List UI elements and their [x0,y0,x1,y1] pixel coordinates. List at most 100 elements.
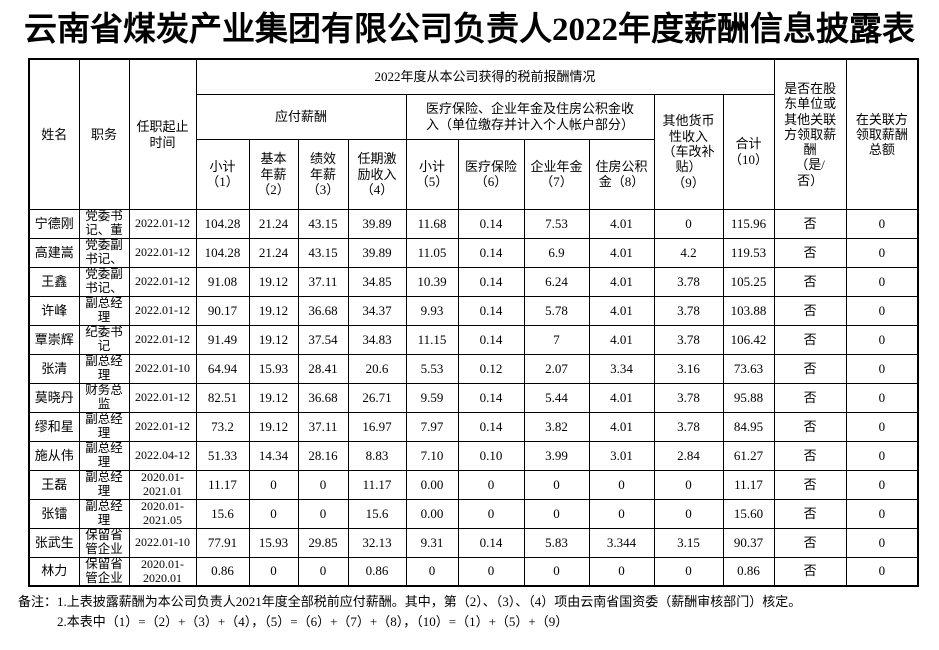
cell-performance-salary: 28.16 [297,440,349,471]
cell-enterprise-annuity: 6.24 [523,266,590,297]
cell-subtotal1: 73.2 [195,411,250,442]
header-position: 职务 [78,58,130,210]
cell-other-income: 4.2 [653,237,724,268]
cell-subtotal1: 64.94 [195,353,250,384]
cell-term: 2022.04-12 [128,440,197,471]
cell-base-salary: 15.93 [248,527,299,558]
cell-related-amount: 0 [845,440,919,471]
cell-position: 副总经理 [78,498,130,529]
header-housing-fund: 住房公积 金（8） [588,138,655,210]
table-row: 张武生 保留省管企业 2022.01-10 77.91 15.93 29.85 32.13 9… [28,527,919,558]
cell-term-incentive: 34.37 [347,295,407,326]
cell-name: 张镭 [28,498,80,529]
cell-related-flag: 否 [773,295,847,326]
cell-term: 2020.01-2020.01 [128,556,197,587]
cell-name: 施从伟 [28,440,80,471]
cell-subtotal5: 9.31 [405,527,459,558]
cell-medical-insurance: 0.14 [457,237,525,268]
cell-position: 保留省管企业 [78,527,130,558]
cell-base-salary: 14.34 [248,440,299,471]
table-body: 宁德刚 党委书记、董 2022.01-12 104.28 21.24 43.15 39.89… [28,208,919,587]
cell-base-salary: 0 [248,498,299,529]
cell-medical-insurance: 0.10 [457,440,525,471]
cell-term: 2022.01-12 [128,237,197,268]
cell-total: 115.96 [722,208,775,239]
cell-related-flag: 否 [773,411,847,442]
cell-housing-fund: 0 [588,469,655,500]
cell-position: 党委副书记、 [78,266,130,297]
cell-term-incentive: 0.86 [347,556,407,587]
cell-medical-insurance: 0.14 [457,382,525,413]
cell-performance-salary: 37.54 [297,324,349,355]
cell-performance-salary: 0 [297,498,349,529]
cell-related-amount: 0 [845,237,919,268]
cell-total: 90.37 [722,527,775,558]
cell-housing-fund: 4.01 [588,411,655,442]
cell-subtotal5: 11.68 [405,208,459,239]
cell-enterprise-annuity: 6.9 [523,237,590,268]
cell-base-salary: 19.12 [248,411,299,442]
cell-enterprise-annuity: 0 [523,498,590,529]
cell-base-salary: 0 [248,469,299,500]
cell-name: 覃崇辉 [28,324,80,355]
cell-other-income: 0 [653,556,724,587]
cell-name: 王磊 [28,469,80,500]
cell-subtotal1: 77.91 [195,527,250,558]
cell-position: 党委副书记、 [78,237,130,268]
cell-subtotal5: 11.15 [405,324,459,355]
header-payable-group: 应付薪酬 [195,93,407,140]
cell-total: 84.95 [722,411,775,442]
header-pretax-group: 2022年度从本公司获得的税前报酬情况 [195,58,775,95]
cell-related-flag: 否 [773,527,847,558]
salary-table: 姓名 职务 任职起止时间 2022年度从本公司获得的税前报酬情况 是否在股 东单… [28,58,920,588]
cell-enterprise-annuity: 5.44 [523,382,590,413]
cell-base-salary: 19.12 [248,324,299,355]
cell-position: 副总经理 [78,353,130,384]
cell-medical-insurance: 0.14 [457,324,525,355]
cell-housing-fund: 4.01 [588,295,655,326]
cell-enterprise-annuity: 2.07 [523,353,590,384]
cell-name: 许峰 [28,295,80,326]
table-row: 莫晓丹 财务总监 2022.01-12 82.51 19.12 36.68 26.71 9.5… [28,382,919,413]
cell-housing-fund: 4.01 [588,324,655,355]
footnotes: 备注：1.上表披露薪酬为本公司负责人2021年度全部税前应付薪酬。其中，第（2）… [18,592,939,632]
cell-performance-salary: 43.15 [297,208,349,239]
header-performance-salary: 绩效 年薪 （3） [297,138,349,210]
cell-performance-salary: 0 [297,556,349,587]
cell-position: 保留省管企业 [78,556,130,587]
cell-enterprise-annuity: 3.99 [523,440,590,471]
cell-related-flag: 否 [773,556,847,587]
cell-total: 0.86 [722,556,775,587]
cell-term-incentive: 16.97 [347,411,407,442]
header-insurance-group: 医疗保险、企业年金及住房公积金收 入（单位缴存并计入个人帐户部分） [405,93,655,140]
cell-name: 张清 [28,353,80,384]
header-enterprise-annuity: 企业年金 （7） [523,138,590,210]
cell-other-income: 3.16 [653,353,724,384]
cell-housing-fund: 0 [588,556,655,587]
cell-term-incentive: 15.6 [347,498,407,529]
table-row: 王鑫 党委副书记、 2022.01-12 91.08 19.12 37.11 34.85 10… [28,266,919,297]
cell-total: 105.25 [722,266,775,297]
cell-performance-salary: 37.11 [297,411,349,442]
cell-base-salary: 21.24 [248,208,299,239]
cell-related-amount: 0 [845,382,919,413]
cell-term-incentive: 39.89 [347,208,407,239]
cell-term-incentive: 34.83 [347,324,407,355]
cell-enterprise-annuity: 7.53 [523,208,590,239]
cell-term: 2022.01-12 [128,208,197,239]
cell-name: 张武生 [28,527,80,558]
cell-subtotal1: 15.6 [195,498,250,529]
cell-subtotal5: 10.39 [405,266,459,297]
header-subtotal5: 小计 （5） [405,138,459,210]
cell-name: 宁德刚 [28,208,80,239]
cell-name: 莫晓丹 [28,382,80,413]
cell-base-salary: 19.12 [248,266,299,297]
cell-term-incentive: 26.71 [347,382,407,413]
cell-position: 党委书记、董 [78,208,130,239]
cell-related-flag: 否 [773,353,847,384]
header-name: 姓名 [28,58,80,210]
cell-subtotal1: 82.51 [195,382,250,413]
cell-related-amount: 0 [845,469,919,500]
cell-related-amount: 0 [845,353,919,384]
